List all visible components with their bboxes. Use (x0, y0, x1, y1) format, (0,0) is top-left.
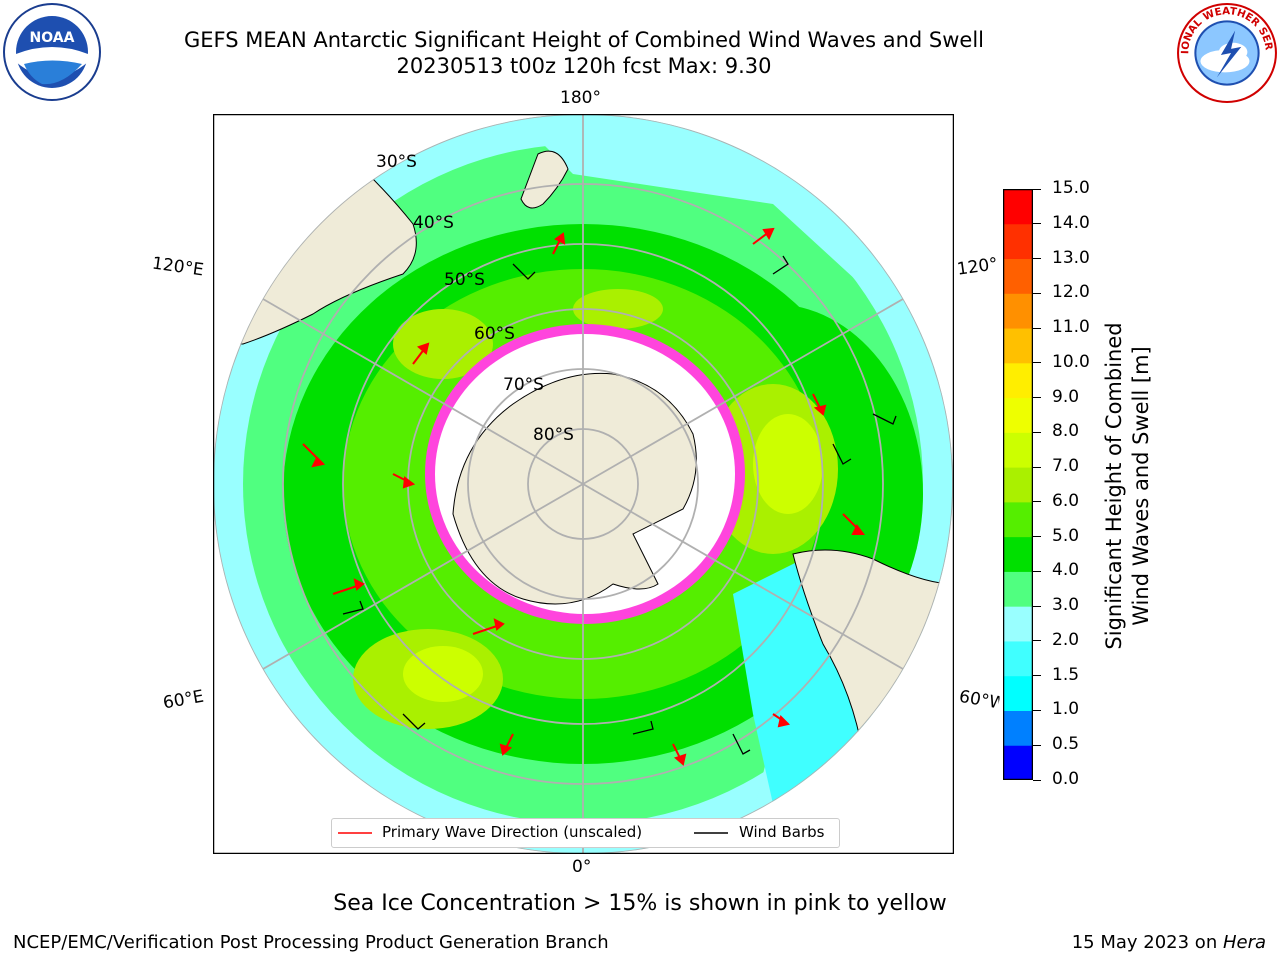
lon-label-120w: 120°W (955, 254, 999, 280)
graticule (213, 114, 953, 854)
colorbar-tick-mark (1033, 640, 1041, 642)
colorbar-segment (1003, 571, 1033, 607)
legend-label-wave: Primary Wave Direction (unscaled) (382, 823, 643, 841)
colorbar-tick-mark (1033, 223, 1041, 225)
colorbar-tick-mark (1033, 570, 1041, 572)
colorbar-tick-mark (1033, 188, 1041, 190)
colorbar-tick-mark (1033, 605, 1041, 607)
lon-label-60w: 60°W (957, 686, 1001, 714)
colorbar (1003, 189, 1033, 780)
wave-direction-arrows (302, 227, 865, 766)
colorbar-tick-label: 10.0 (1052, 351, 1090, 372)
credit-line: NCEP/EMC/Verification Post Processing Pr… (13, 932, 609, 953)
colorbar-segment (1003, 258, 1033, 294)
colorbar-tick-mark (1033, 431, 1041, 433)
colorbar-segment (1003, 536, 1033, 572)
nws-logo: NATIONAL WEATHER SERVICE (1176, 2, 1277, 103)
colorbar-tick-mark (1033, 675, 1041, 677)
colorbar-tick-label: 5.0 (1052, 525, 1080, 546)
colorbar-tick-mark (1033, 292, 1041, 294)
date-line: 15 May 2023 on Hera (1071, 932, 1266, 953)
colorbar-segment (1003, 189, 1033, 225)
lon-label-120e: 120°E (150, 253, 205, 281)
lat-label-40s: 40°S (413, 213, 454, 233)
colorbar-tick-mark (1033, 536, 1041, 538)
colorbar-tick-mark (1033, 466, 1041, 468)
colorbar-tick-label: 0.5 (1052, 734, 1080, 755)
colorbar-tick-mark (1033, 397, 1041, 399)
colorbar-tick-mark (1033, 258, 1041, 260)
colorbar-tick-mark (1033, 744, 1041, 746)
colorbar-tick-label: 13.0 (1052, 247, 1090, 268)
colorbar-tick-label: 3.0 (1052, 595, 1080, 616)
colorbar-tick-mark (1033, 501, 1041, 503)
colorbar-tick-mark (1033, 362, 1041, 364)
noaa-logo: NOAA (3, 3, 101, 101)
chart-subtitle: 20230513 t00z 120h fcst Max: 9.30 (396, 54, 772, 78)
colorbar-tick-label: 11.0 (1052, 317, 1090, 338)
map-legend: Primary Wave Direction (unscaled) Wind B… (331, 818, 840, 848)
legend-label-barb: Wind Barbs (739, 823, 825, 841)
colorbar-segment (1003, 501, 1033, 538)
polar-map (213, 114, 954, 854)
colorbar-tick-label: 12.0 (1052, 282, 1090, 303)
colorbar-tick-mark (1033, 779, 1041, 781)
legend-swatch-wave (338, 832, 372, 834)
chart-title: GEFS MEAN Antarctic Significant Height o… (183, 28, 985, 52)
lon-label-0: 0° (572, 857, 592, 877)
lat-label-50s: 50°S (444, 270, 485, 290)
colorbar-segment (1003, 467, 1033, 503)
colorbar-segment (1003, 223, 1033, 260)
colorbar-tick-label: 1.0 (1052, 699, 1080, 720)
lat-label-30s: 30°S (376, 152, 417, 172)
colorbar-segment (1003, 745, 1033, 780)
colorbar-tick-label: 9.0 (1052, 386, 1080, 407)
colorbar-tick-label: 7.0 (1052, 456, 1080, 477)
colorbar-segment (1003, 362, 1033, 399)
new-zealand (520, 150, 569, 209)
colorbar-tick-label: 0.0 (1052, 769, 1080, 789)
colorbar-tick-label: 6.0 (1052, 490, 1080, 511)
colorbar-tick-label: 8.0 (1052, 421, 1080, 442)
colorbar-segment (1003, 675, 1033, 711)
colorbar-tick-label: 4.0 (1052, 560, 1080, 581)
lat-label-60s: 60°S (474, 324, 515, 344)
colorbar-tick-label: 14.0 (1052, 212, 1090, 233)
lat-label-70s: 70°S (503, 375, 544, 395)
colorbar-segment (1003, 397, 1033, 433)
colorbar-segment (1003, 293, 1033, 329)
colorbar-segment (1003, 710, 1033, 746)
colorbar-tick-mark (1033, 709, 1041, 711)
wind-barbs (342, 255, 897, 755)
sea-ice-note: Sea Ice Concentration > 15% is shown in … (333, 891, 947, 916)
colorbar-tick-label: 2.0 (1052, 629, 1080, 650)
svg-text:NOAA: NOAA (30, 30, 75, 46)
colorbar-segment (1003, 328, 1033, 364)
colorbar-segment (1003, 640, 1033, 677)
colorbar-segment (1003, 606, 1033, 642)
lon-label-180: 180° (560, 88, 601, 108)
colorbar-segment (1003, 432, 1033, 468)
lat-label-80s: 80°S (533, 425, 574, 445)
colorbar-tick-label: 15.0 (1052, 178, 1090, 198)
legend-swatch-barb (694, 832, 728, 834)
lon-label-60e: 60°E (161, 686, 206, 714)
colorbar-tick-label: 1.5 (1052, 664, 1080, 685)
colorbar-tick-mark (1033, 327, 1041, 329)
